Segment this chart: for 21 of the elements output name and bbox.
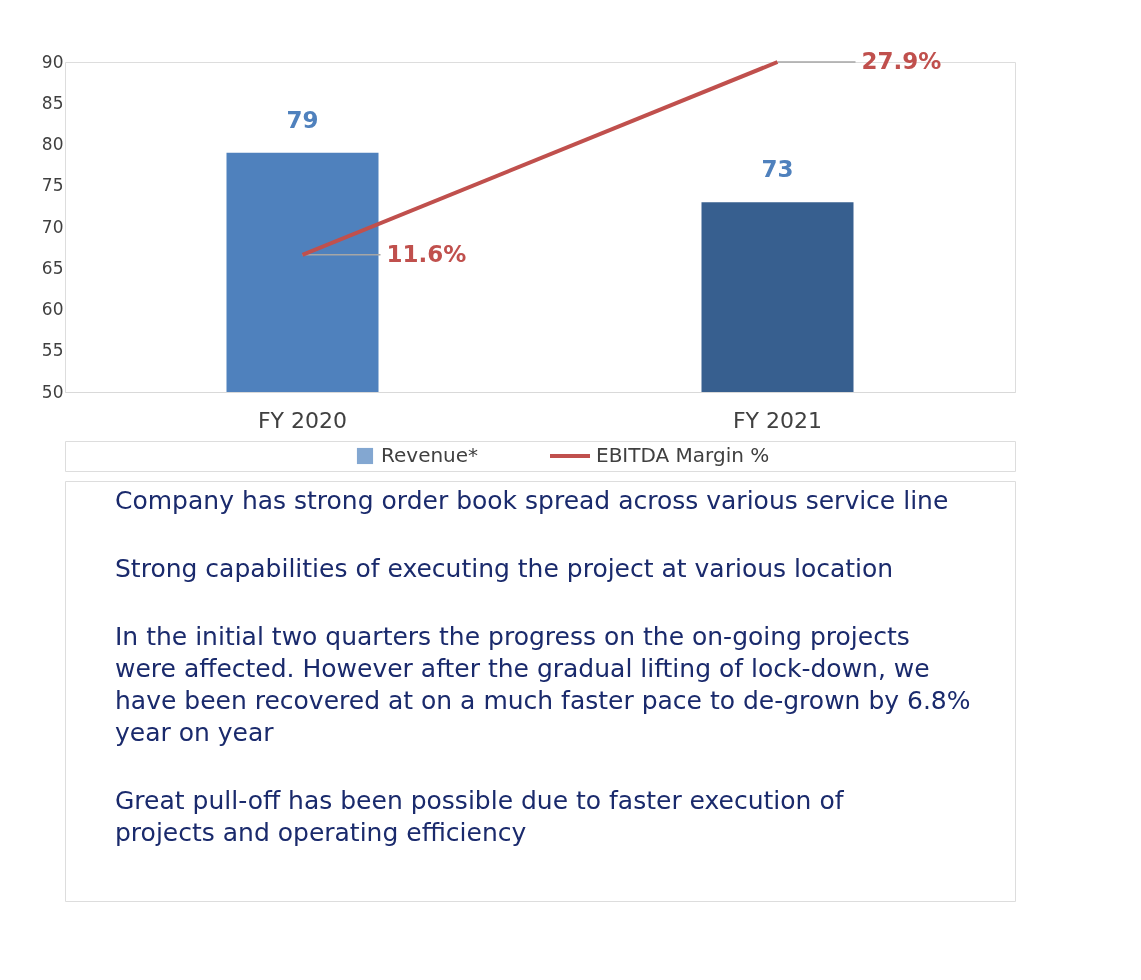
y-tick-label: 80	[41, 134, 64, 154]
y-tick-label: 50	[41, 381, 64, 402]
y-tick-label: 85	[41, 92, 64, 113]
y-tick-label: 70	[41, 216, 64, 237]
y-tick-label: 75	[41, 175, 64, 196]
x-tick-label: FY 2021	[732, 407, 823, 433]
y-tick-label: 55	[41, 340, 64, 361]
text: Strong capabilities of executing the project at various location	[115, 554, 894, 583]
y-tick-label: 65	[41, 257, 64, 278]
y-tick-label: 90	[41, 51, 64, 72]
data-label: 27.9%	[861, 48, 942, 74]
legend-label: EBITDA Margin %	[596, 443, 770, 467]
x-tick-label: FY 2020	[257, 407, 348, 433]
data-label: 73	[761, 156, 794, 183]
data-label: 79	[286, 106, 319, 133]
text: Company has strong order book spread across various service line	[115, 486, 949, 515]
y-tick-label: 60	[41, 299, 64, 319]
data-label: 11.6%	[386, 240, 467, 267]
legend-label: Revenue*	[381, 443, 479, 467]
text: In the initial two quarters the progress on the on-going projects were affected. However after the gradual lifting of lock-down, we have been recovered at on a much faster pace to de-grown by 6.8% year on year	[115, 622, 971, 747]
text: Great pull-off has been possible due to faster execution of projects and operating efficiency	[115, 786, 845, 847]
